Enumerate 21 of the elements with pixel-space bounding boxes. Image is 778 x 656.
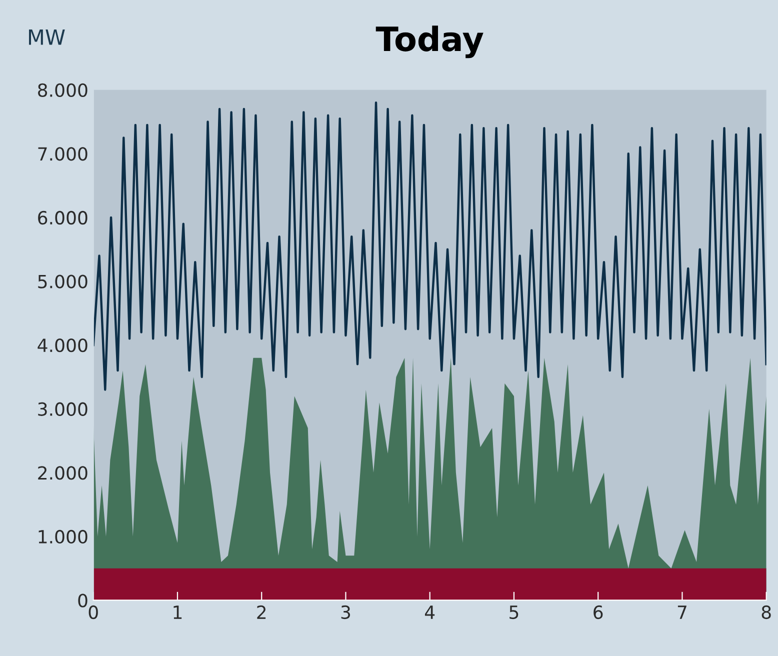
y-tick-label: 3.000 (38, 402, 88, 416)
x-tick-label: 4 (424, 606, 435, 619)
x-tick-label: 8 (762, 605, 771, 620)
line-series (93, 102, 766, 391)
x-tick-label: 7 (678, 606, 686, 619)
y-axis-title: MW (29, 30, 65, 45)
y-tick-label: 6.000 (38, 210, 88, 225)
chart-title: Today (376, 26, 484, 58)
y-tick-label: 7.000 (38, 147, 88, 161)
x-tick-label: 0 (88, 605, 98, 620)
y-tick-label: 2.000 (38, 466, 88, 480)
y-tick-label: 8.000 (38, 83, 88, 97)
y-tick-label: 0 (78, 594, 88, 608)
x-tick-label: 2 (257, 605, 266, 619)
x-tick-label: 5 (510, 606, 518, 620)
x-tick-label: 6 (594, 605, 603, 620)
x-tick-label: 3 (341, 605, 350, 620)
y-tick-label: 5.000 (38, 274, 88, 288)
y-tick-label: 1.000 (38, 530, 88, 544)
y-tick-label: 4.000 (38, 338, 88, 352)
x-tick-label: 1 (174, 606, 182, 619)
